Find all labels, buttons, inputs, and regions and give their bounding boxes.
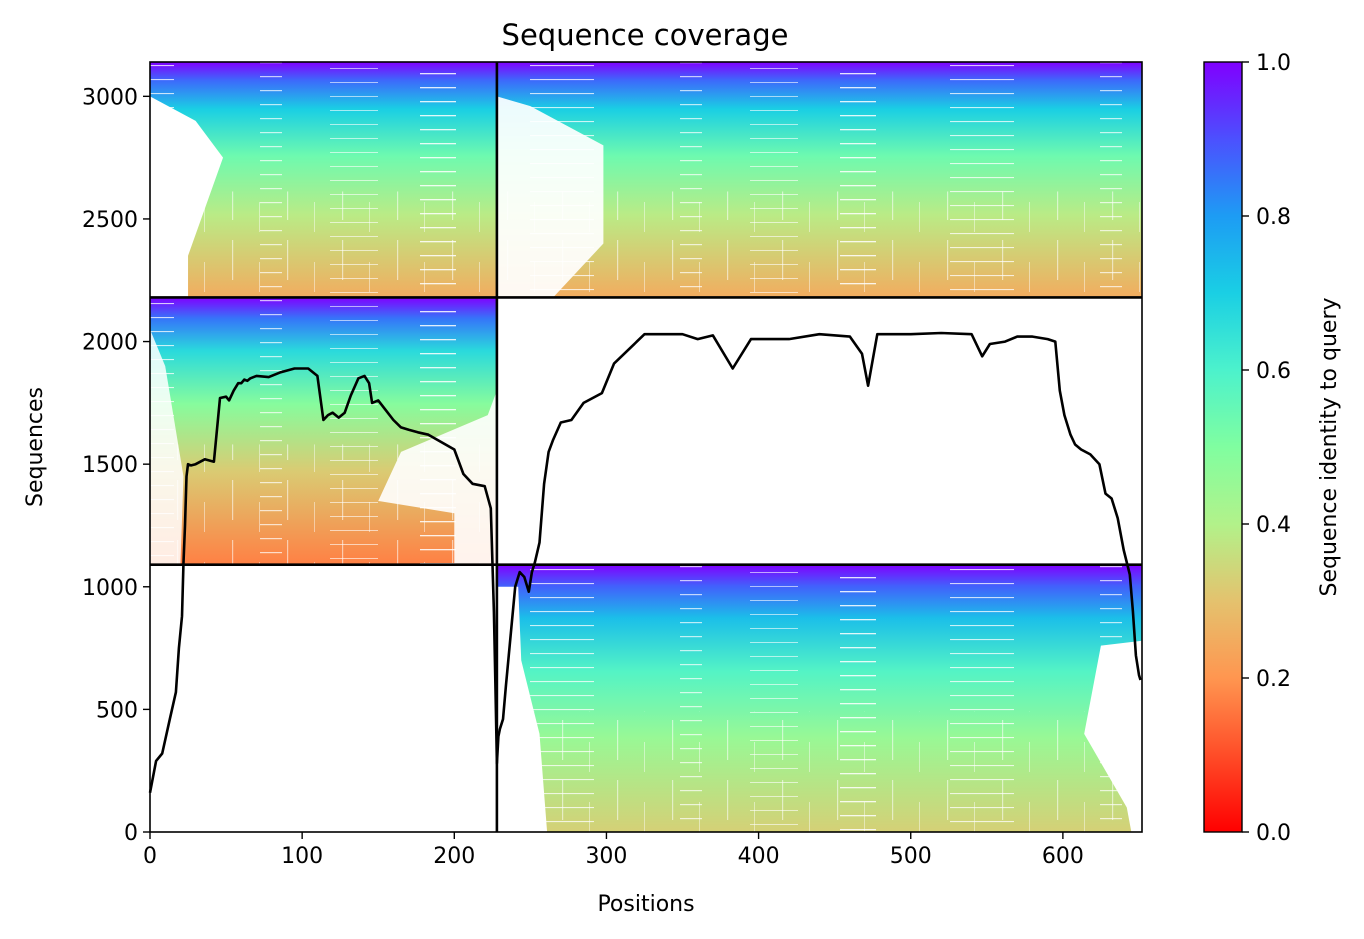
y-tick-label: 3000 [82, 85, 138, 110]
y-tick-label: 1000 [82, 576, 138, 601]
heatmap-block-chain-b-only-column-gaps [496, 711, 1142, 832]
x-tick-label: 300 [585, 844, 627, 869]
y-tick-label: 0 [124, 821, 138, 846]
x-tick-label: 400 [738, 844, 780, 869]
chart-title: Sequence coverage [502, 18, 789, 52]
colorbar-tick-label: 0.6 [1256, 359, 1291, 384]
y-axis-label: Sequences [23, 387, 48, 507]
heatmap-block-paired-a-b-column-gaps [150, 191, 1142, 298]
colorbar-label: Sequence identity to query [1317, 297, 1342, 596]
colorbar-tick-label: 0.0 [1256, 821, 1291, 846]
coverage-line [148, 331, 1142, 794]
empty-block-chain-a-in-chain-b-rows [150, 564, 497, 832]
x-tick-label: 100 [281, 844, 323, 869]
colorbar-gradient [1203, 61, 1243, 833]
colorbar-tick-label: 0.4 [1256, 513, 1291, 538]
x-tick-label: 200 [433, 844, 475, 869]
empty-block-chain-b-in-chain-a-rows [496, 297, 1142, 565]
uncovered-region-chain-a-start [150, 329, 184, 565]
plot-area [150, 62, 1142, 832]
colorbar-tick-label: 0.8 [1256, 205, 1291, 230]
x-tick-label: 500 [890, 844, 932, 869]
uncovered-region-paired-chain-b [496, 96, 604, 298]
uncovered-region-paired-chain-a [150, 96, 224, 298]
colorbar-tick-label: 0.2 [1256, 667, 1291, 692]
y-tick-label: 500 [96, 698, 138, 723]
x-tick-label: 600 [1042, 844, 1084, 869]
x-tick-label: 0 [143, 844, 157, 869]
y-tick-label: 1500 [82, 453, 138, 478]
x-axis-label: Positions [597, 892, 694, 917]
x-axis: 0 100 200 300 400 500 600 [143, 832, 1084, 869]
y-tick-label: 2500 [82, 208, 138, 233]
uncovered-region-chain-a-end [378, 390, 497, 565]
y-tick-label: 2000 [82, 331, 138, 356]
uncovered-region-chain-b-end [1084, 640, 1142, 832]
y-axis: 0 500 1000 1500 2000 2500 3000 [82, 85, 150, 846]
colorbar: 0.0 0.2 0.4 0.6 0.8 1.0 Sequence identity to … [1203, 51, 1342, 846]
colorbar-tick-label: 1.0 [1256, 51, 1291, 76]
plot-frame [149, 61, 1143, 833]
